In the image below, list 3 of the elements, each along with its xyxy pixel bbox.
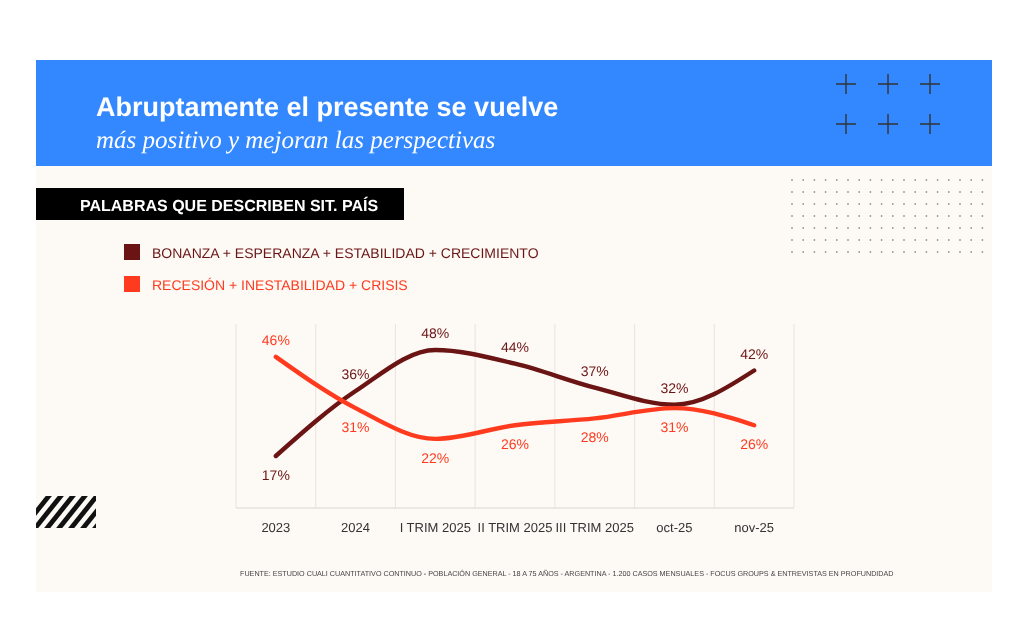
chart-subtitle: más positivo y mejoran las perspectivas <box>96 126 496 154</box>
text: PALABRAS QUE DESCRIBEN SIT. PAÍS <box>80 195 380 215</box>
chart-title: Abruptamente el presente se vuelve <box>96 92 560 122</box>
